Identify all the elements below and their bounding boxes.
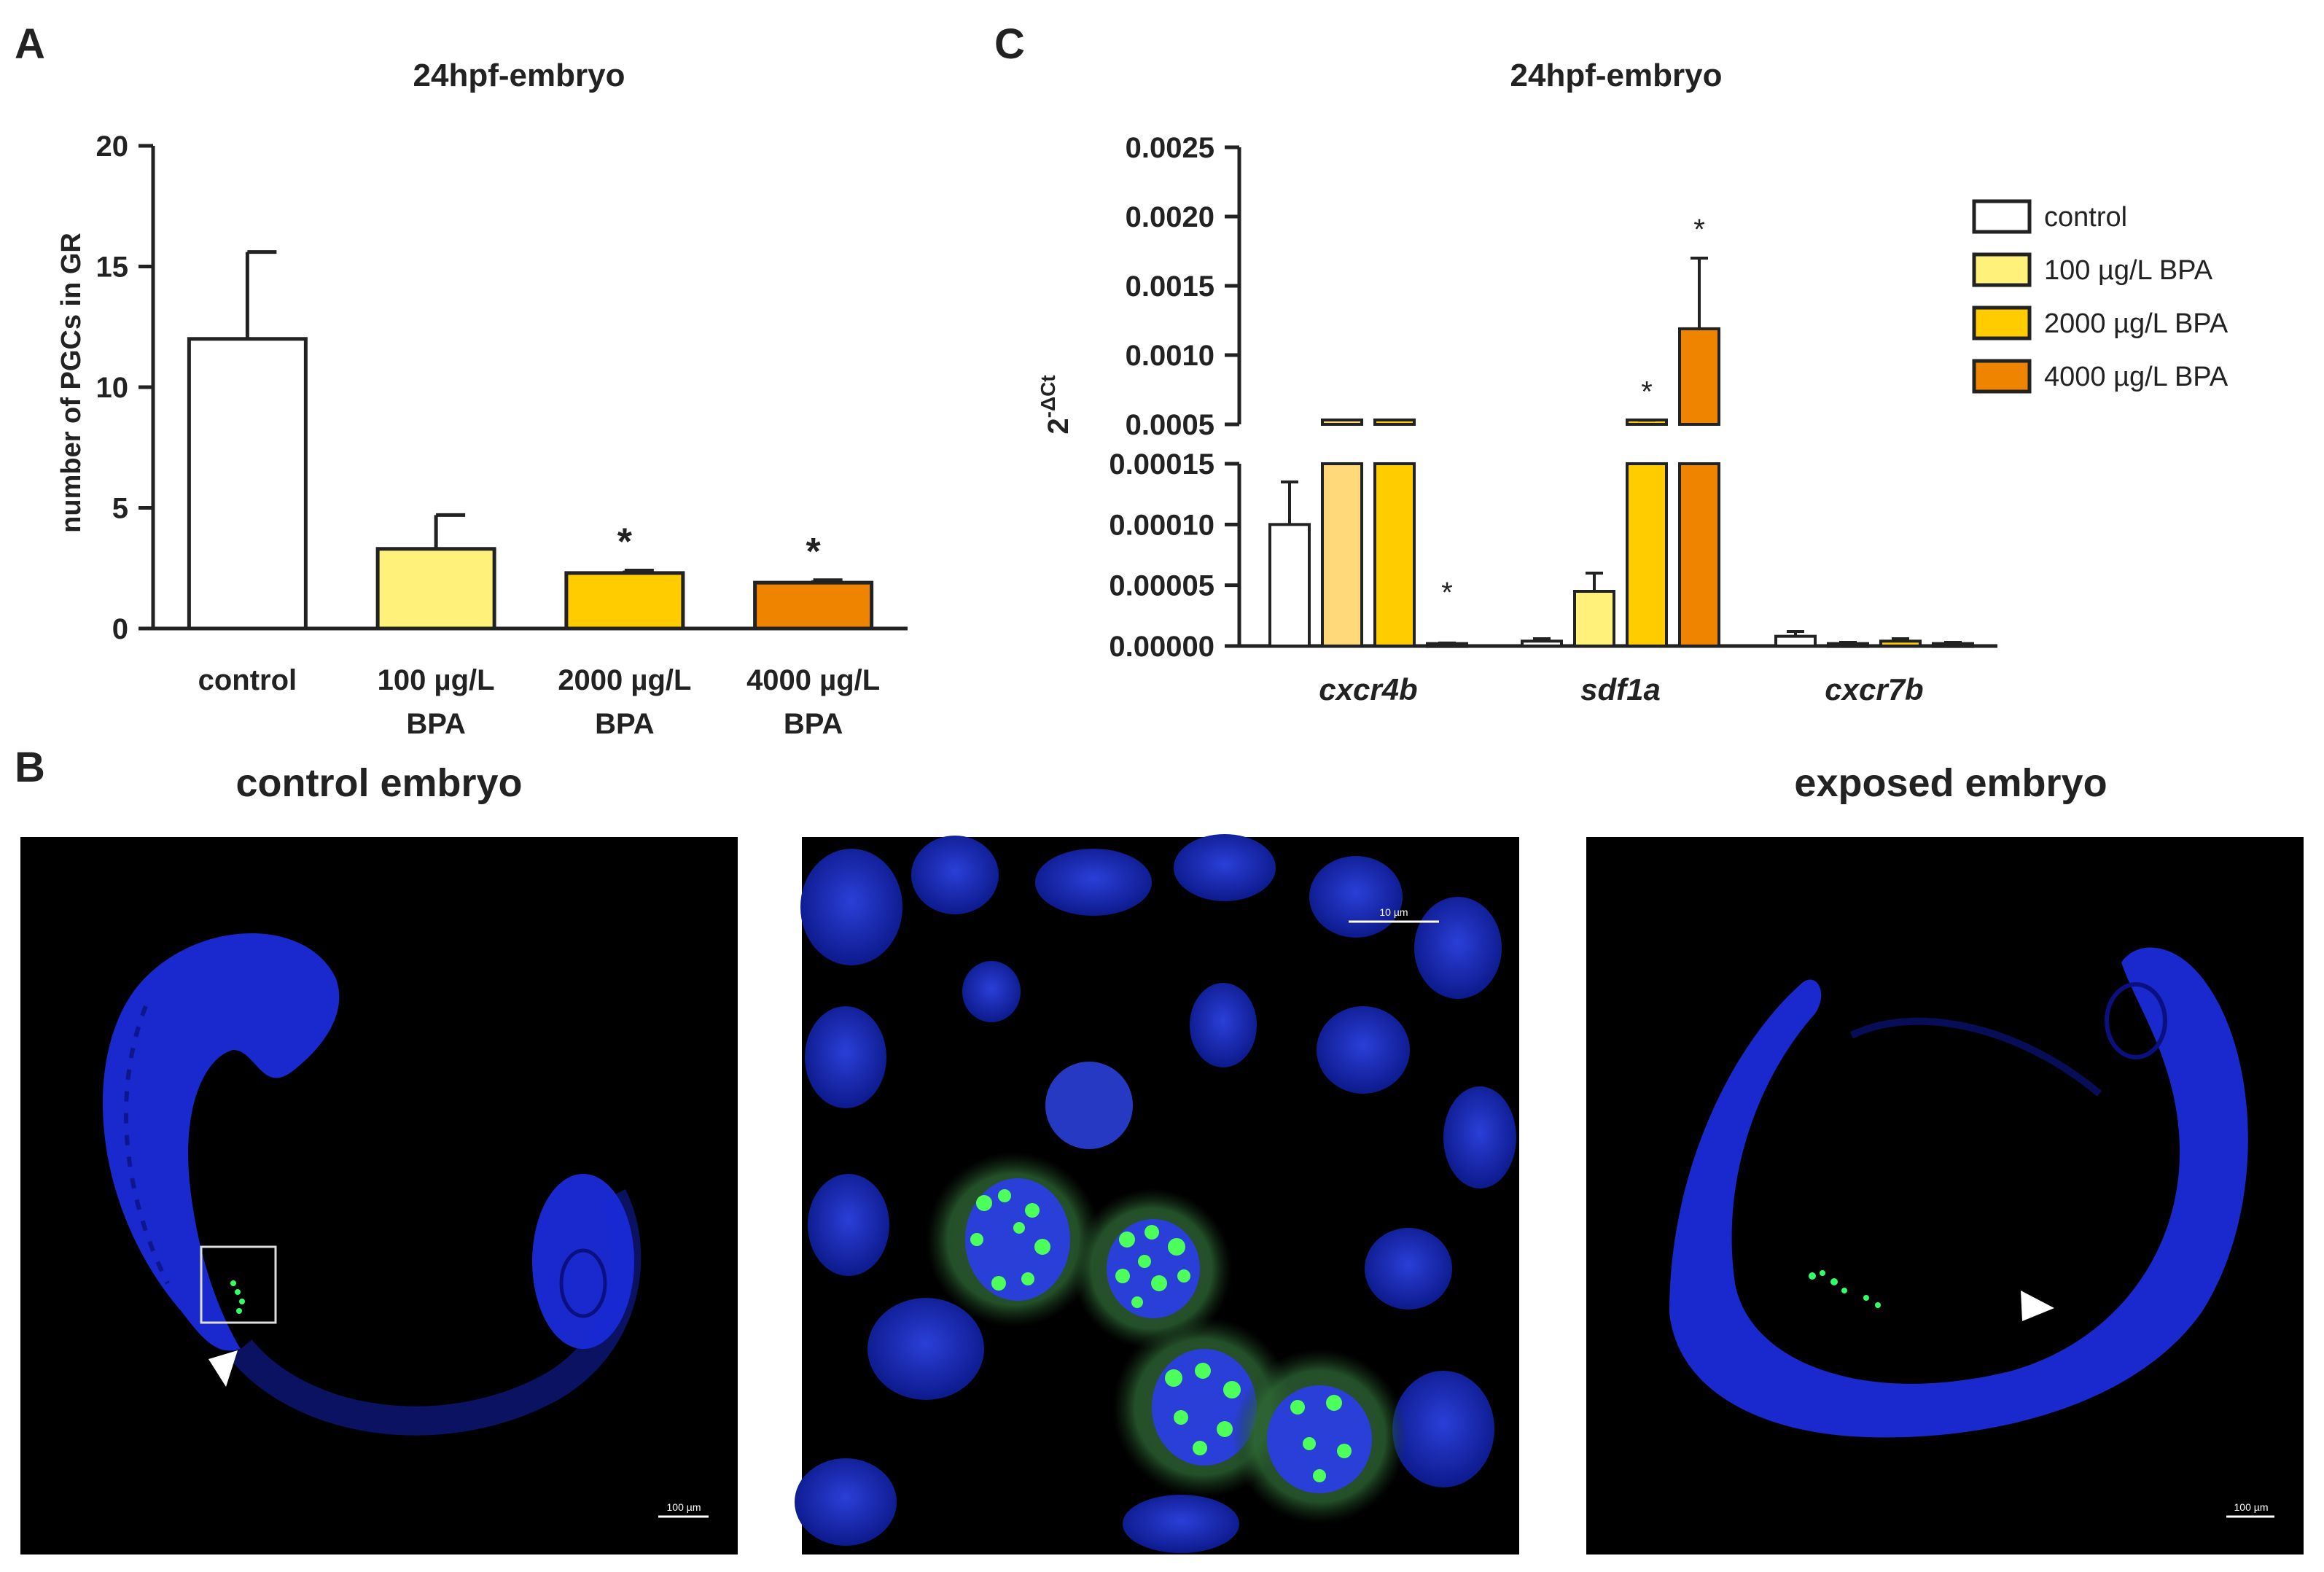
panel-a-bar <box>753 580 874 631</box>
panel-c-significance: * <box>1641 376 1653 408</box>
panel-a-significance: * <box>806 531 822 573</box>
panel-a-category-label: BPA <box>784 708 843 740</box>
panel-c-y-tick-label: 0.00015 <box>1109 448 1214 480</box>
panel-c-bar <box>1573 590 1615 647</box>
panel-c-legend-swatch <box>1972 306 2032 341</box>
control-embryo-inset-box <box>200 1245 277 1324</box>
panel-c-legend-swatch <box>1972 252 2032 287</box>
panel-a-category-label: 4000 µg/L <box>746 664 880 696</box>
panel-c-y-tick-label: 0.0015 <box>1126 271 1214 303</box>
scale-bar-right-label: 100 µm <box>2234 1501 2269 1513</box>
panel-c-y-tick-label: 0.0025 <box>1126 132 1214 164</box>
pgc-granules <box>970 1189 1352 1482</box>
panel-c-legend-label: 100 µg/L BPA <box>2044 255 2213 286</box>
mitotic-nucleus <box>1045 1062 1133 1149</box>
panel-c-bar <box>1373 419 1416 426</box>
panel-label-c: C <box>994 20 1025 68</box>
panel-a-y-tick-label: 15 <box>96 252 129 284</box>
panel-c-legend-swatch <box>1972 359 2032 394</box>
scale-bar-left-label: 100 µm <box>667 1501 701 1513</box>
panel-c-bar <box>1373 462 1416 647</box>
panel-a-significance: * <box>617 521 633 564</box>
panel-c-legend: control 100 µg/L BPA 2000 µg/L BPA 4000 µg/… <box>1972 199 2229 394</box>
panel-c-y-tick-label: 0.00005 <box>1109 570 1214 602</box>
zoom-image: 10 µm <box>795 834 1519 1555</box>
arrowhead-icon <box>208 1350 238 1387</box>
panel-a-bar <box>375 547 496 631</box>
panel-c-category-label: cxcr7b <box>1825 672 1923 707</box>
panel-c-bar <box>1321 462 1363 647</box>
panel-a-bar <box>564 571 685 631</box>
control-embryo-tail <box>532 1174 634 1349</box>
panel-a-category-label: control <box>198 664 297 696</box>
panel-c-bar <box>1774 634 1817 648</box>
panel-a-chart: 24hpf-embryo number of PGCs in GR * * 0 5 1… <box>56 58 908 740</box>
panel-label-b: B <box>15 744 45 791</box>
panel-c-chart: 24hpf-embryo 2-ΔCt * * * 0.00000 0.00005 0.0… <box>1037 58 2229 707</box>
panel-c-y-tick-label: 0.0005 <box>1126 409 1214 441</box>
panel-c-legend-label: 2000 µg/L BPA <box>2044 308 2229 339</box>
panel-a-title: 24hpf-embryo <box>413 58 625 93</box>
panel-a-category-label: 100 µg/L <box>378 664 495 696</box>
panel-c-significance: * <box>1693 214 1705 246</box>
panel-c-bar <box>1678 327 1720 426</box>
svg-text:2-ΔCt: 2-ΔCt <box>1037 375 1075 434</box>
panel-c-bar <box>1879 639 1922 647</box>
panel-c-bar <box>1827 642 1869 648</box>
panel-a-bar <box>187 337 308 631</box>
panel-c-bar <box>1426 642 1468 648</box>
panel-c-y-tick-label: 0.00010 <box>1109 509 1214 541</box>
control-embryo-head-trunk <box>102 933 340 1351</box>
panel-c-legend-label: 4000 µg/L BPA <box>2044 362 2229 392</box>
exposed-embryo-image: 100 µm <box>1586 837 2304 1555</box>
panel-c-y-axis-base: 2 <box>1042 418 1075 434</box>
panel-a-y-tick-label: 20 <box>96 131 129 163</box>
panel-c-legend-label: control <box>2044 202 2127 233</box>
panel-c-y-tick-label: 0.00000 <box>1109 631 1214 663</box>
panel-c-significance: * <box>1441 577 1453 609</box>
exposed-embryo-title: exposed embryo <box>1794 761 2107 805</box>
panel-c-title: 24hpf-embryo <box>1510 58 1723 93</box>
panel-a-y-tick-label: 5 <box>112 493 128 525</box>
panel-c-category-label: cxcr4b <box>1319 672 1417 707</box>
panel-label-a: A <box>15 20 45 68</box>
panel-c-bar <box>1268 523 1311 647</box>
panel-a-y-axis-label: number of PGCs in GR <box>56 233 87 533</box>
control-embryo-image: 100 µm <box>20 837 738 1555</box>
arrowhead-icon <box>2021 1291 2054 1321</box>
exposed-embryo-body <box>1669 947 2248 1438</box>
panel-b-micrographs: control embryo exposed embryo 100 µm <box>20 761 2304 1555</box>
panel-a-y-tick-label: 0 <box>112 613 128 645</box>
panel-a-category-label: BPA <box>595 708 654 740</box>
panel-c-y-axis-label: 2-ΔCt <box>1037 375 1075 434</box>
panel-c-bar <box>1521 639 1563 647</box>
panel-c-category-label: sdf1a <box>1580 672 1661 707</box>
panel-a-y-tick-label: 10 <box>96 372 129 404</box>
panel-c-bar <box>1321 419 1363 426</box>
control-embryo-title: control embryo <box>235 761 522 805</box>
panel-c-y-tick-label: 0.0010 <box>1126 340 1214 372</box>
panel-c-y-axis-superscript: -ΔCt <box>1037 375 1059 418</box>
panel-c-y-tick-label: 0.0020 <box>1126 201 1214 233</box>
scale-bar-mid-label: 10 µm <box>1379 906 1408 918</box>
panel-a-category-label: 2000 µg/L <box>558 664 691 696</box>
panel-c-bar <box>1678 462 1720 647</box>
panel-a-category-label: BPA <box>406 708 465 740</box>
panel-c-legend-swatch <box>1972 199 2032 234</box>
panel-c-bar <box>1932 642 1974 648</box>
panel-c-bar <box>1626 462 1668 647</box>
